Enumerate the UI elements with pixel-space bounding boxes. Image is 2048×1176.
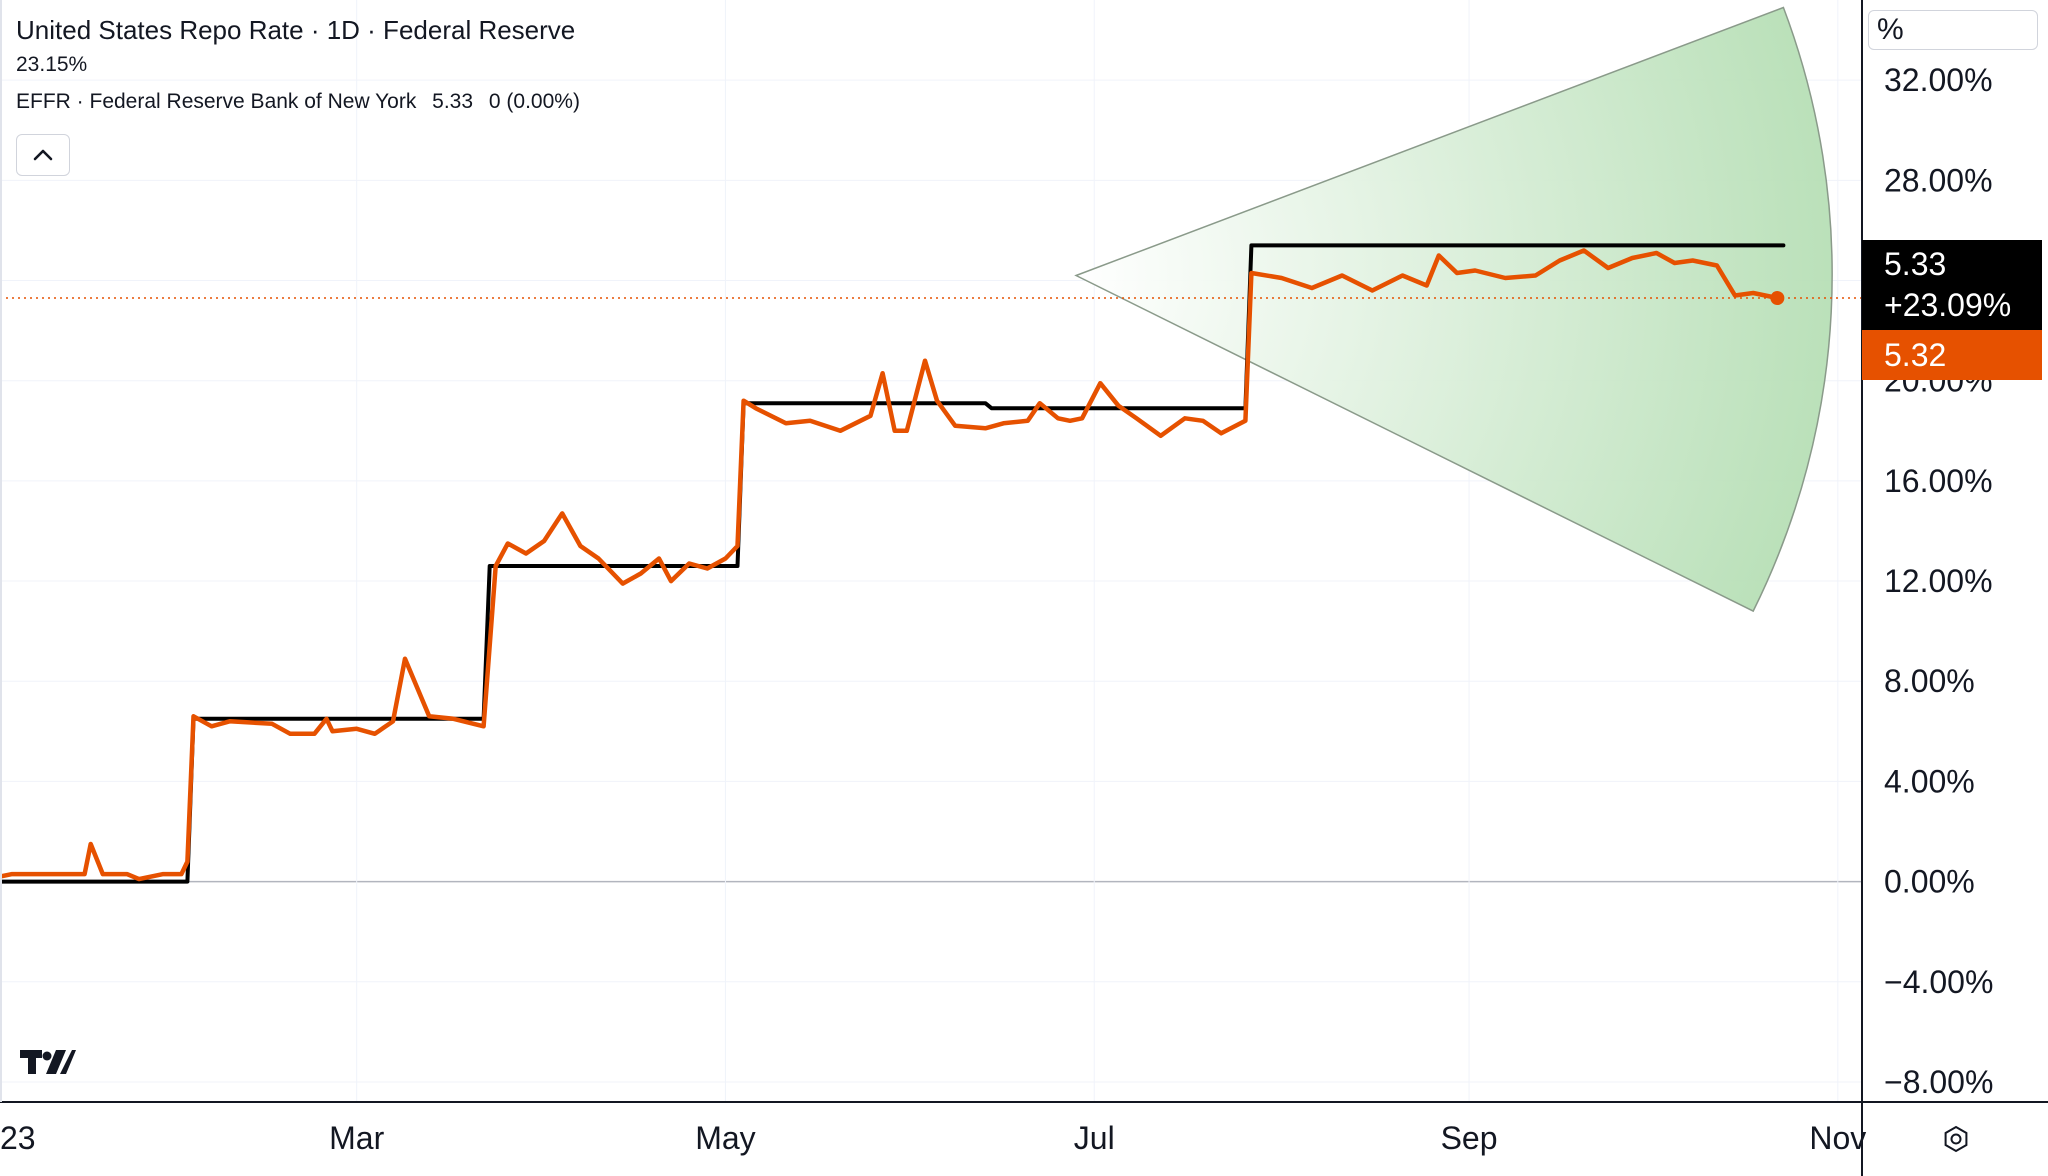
x-tick-label: May (695, 1120, 755, 1156)
settings-glyph (1944, 1125, 1968, 1153)
x-tick-label: Nov (1809, 1120, 1866, 1156)
last-point-marker (1770, 291, 1785, 306)
y-tick-label: 12.00% (1884, 563, 1993, 599)
forecast-cone-shape (1074, 6, 1833, 613)
badge-change: +23.09% (1884, 287, 2012, 323)
effr-price-badge: 5.33 +23.09% (1862, 240, 2042, 330)
effr-label: EFFR · Federal Reserve Bank of New York (16, 90, 417, 113)
effr-value: 5.33 (432, 90, 474, 113)
y-tick-label: 16.00% (1884, 463, 1993, 499)
tradingview-logo-icon[interactable] (20, 1048, 76, 1081)
grid (0, 0, 1862, 1102)
change-percent: 23.15% (16, 53, 88, 76)
y-tick-label: 28.00% (1884, 162, 1993, 198)
x-tick-label: Mar (329, 1120, 384, 1156)
y-tick-label: 0.00% (1884, 864, 1975, 900)
badge-value: 5.33 (1884, 246, 1947, 282)
forecast-cone[interactable] (1074, 6, 1833, 613)
chevron-up-icon (33, 149, 53, 161)
y-tick-label: 8.00% (1884, 663, 1975, 699)
repo-rate-line (0, 248, 1780, 882)
x-tick-label: Sep (1441, 1120, 1498, 1156)
price-scale-unit[interactable]: % (1868, 10, 2038, 50)
chart-legend: United States Repo Rate · 1D · Federal R… (16, 12, 590, 122)
y-tick-label: −4.00% (1884, 964, 1993, 1000)
effr-change: 0 (0.00%) (488, 90, 580, 113)
series-layer (0, 243, 1862, 884)
x-tick-label: 23 (0, 1120, 36, 1156)
y-tick-label: 32.00% (1884, 62, 1993, 98)
gear-icon[interactable] (1942, 1125, 1970, 1153)
effr-legend: EFFR · Federal Reserve Bank of New York … (16, 82, 590, 122)
logo-mark (20, 1050, 76, 1074)
chart-title: United States Repo Rate · 1D · Federal R… (16, 15, 576, 45)
y-tick-label: 4.00% (1884, 763, 1975, 799)
x-tick-label: Jul (1074, 1120, 1115, 1156)
y-tick-label: −8.00% (1884, 1064, 1993, 1100)
repo-price-badge: 5.32 (1862, 330, 2042, 380)
collapse-legend-button[interactable] (16, 134, 70, 176)
